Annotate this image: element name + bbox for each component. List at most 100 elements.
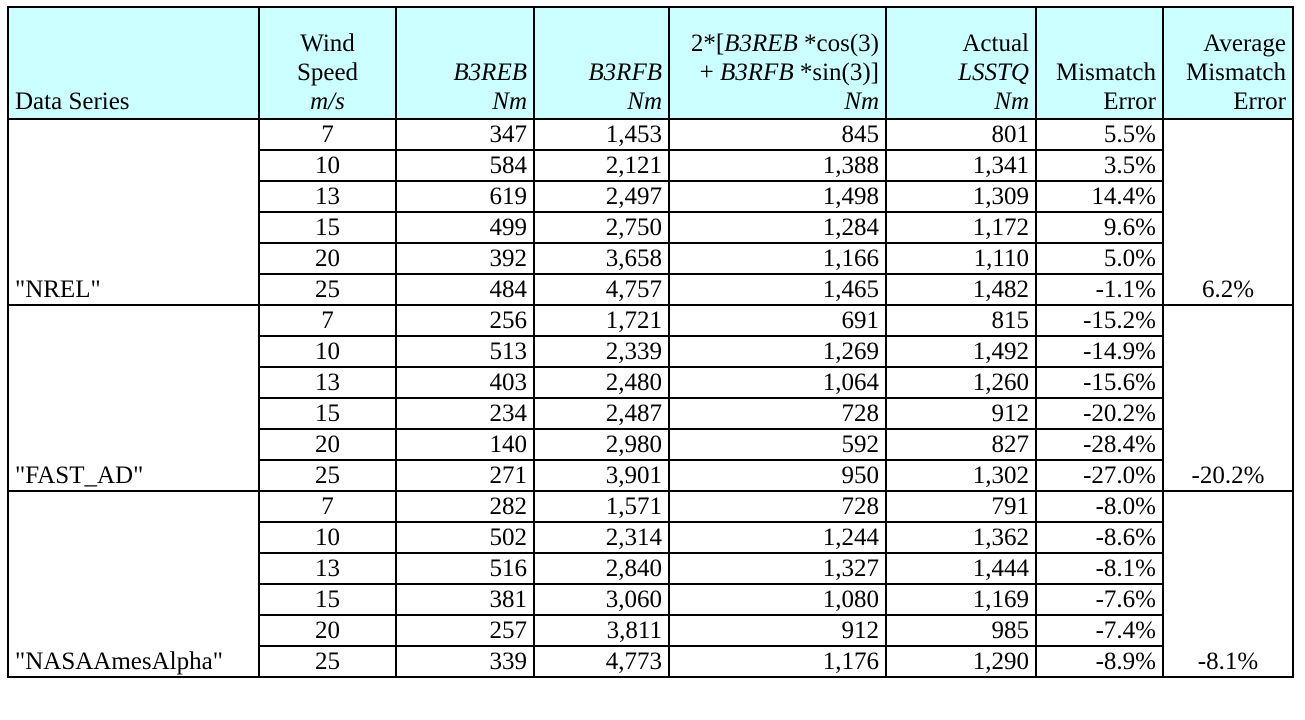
column-header-formula: 2*[B3REB *cos(3) + B3RFB *sin(3)] Nm xyxy=(668,6,887,120)
cell-wind-speed: 25 xyxy=(258,645,397,678)
column-header-average-mismatch-error: Average Mismatch Error xyxy=(1162,6,1294,120)
column-header-b3rfb: B3RFB Nm xyxy=(533,6,670,120)
cell-b3rfb: 2,497 xyxy=(533,180,670,213)
cell-actual-lsstq: 1,302 xyxy=(885,459,1037,492)
cell-formula-result: 691 xyxy=(668,304,887,337)
cell-average-mismatch-error: 6.2% xyxy=(1162,118,1294,306)
cell-b3rfb: 2,980 xyxy=(533,428,670,461)
cell-mismatch-error: 3.5% xyxy=(1035,149,1164,182)
cell-actual-lsstq: 1,482 xyxy=(885,273,1037,306)
cell-wind-speed: 13 xyxy=(258,366,397,399)
cell-wind-speed: 10 xyxy=(258,335,397,368)
cell-wind-speed: 10 xyxy=(258,149,397,182)
cell-mismatch-error: -28.4% xyxy=(1035,428,1164,461)
cell-mismatch-error: -1.1% xyxy=(1035,273,1164,306)
cell-actual-lsstq: 1,260 xyxy=(885,366,1037,399)
cell-actual-lsstq: 985 xyxy=(885,614,1037,647)
cell-mismatch-error: 14.4% xyxy=(1035,180,1164,213)
cell-formula-result: 728 xyxy=(668,397,887,430)
cell-b3rfb: 2,487 xyxy=(533,397,670,430)
cell-wind-speed: 7 xyxy=(258,304,397,337)
cell-actual-lsstq: 1,444 xyxy=(885,552,1037,585)
cell-b3rfb: 3,901 xyxy=(533,459,670,492)
cell-wind-speed: 25 xyxy=(258,273,397,306)
table-row: 10 513 2,339 1,269 1,492 -14.9% xyxy=(8,335,1293,368)
cell-mismatch-error: 9.6% xyxy=(1035,211,1164,244)
cell-mismatch-error: 5.5% xyxy=(1035,118,1164,151)
cell-actual-lsstq: 1,110 xyxy=(885,242,1037,275)
cell-b3reb: 584 xyxy=(395,149,535,182)
column-header-data-series: Data Series xyxy=(7,6,260,120)
cell-b3rfb: 3,811 xyxy=(533,614,670,647)
cell-b3reb: 347 xyxy=(395,118,535,151)
table-row: 10 502 2,314 1,244 1,362 -8.6% xyxy=(8,521,1293,554)
cell-formula-result: 1,244 xyxy=(668,521,887,554)
cell-actual-lsstq: 1,169 xyxy=(885,583,1037,616)
cell-wind-speed: 13 xyxy=(258,180,397,213)
cell-mismatch-error: -15.6% xyxy=(1035,366,1164,399)
cell-mismatch-error: -8.6% xyxy=(1035,521,1164,554)
cell-b3reb: 271 xyxy=(395,459,535,492)
cell-mismatch-error: -8.1% xyxy=(1035,552,1164,585)
cell-formula-result: 950 xyxy=(668,459,887,492)
cell-wind-speed: 15 xyxy=(258,211,397,244)
cell-b3rfb: 2,121 xyxy=(533,149,670,182)
table-row: 15 381 3,060 1,080 1,169 -7.6% xyxy=(8,583,1293,616)
cell-wind-speed: 20 xyxy=(258,614,397,647)
cell-formula-result: 1,284 xyxy=(668,211,887,244)
cell-actual-lsstq: 912 xyxy=(885,397,1037,430)
cell-wind-speed: 20 xyxy=(258,242,397,275)
cell-formula-result: 912 xyxy=(668,614,887,647)
comparison-table: Data Series Wind Speed m/s B3REB Nm B3RFB Nm 2*[… xyxy=(7,6,1294,678)
table-row: "NASAAmesAlpha" 7 282 1,571 728 791 -8.0% -8.1% xyxy=(7,490,1294,678)
cell-mismatch-error: -14.9% xyxy=(1035,335,1164,368)
cell-b3rfb: 3,060 xyxy=(533,583,670,616)
table-row: 25 271 3,901 950 1,302 -27.0% xyxy=(8,459,1293,492)
column-header-actual-lsstq: Actual LSSTQ Nm xyxy=(885,6,1037,120)
cell-b3rfb: 2,750 xyxy=(533,211,670,244)
cell-mismatch-error: -8.9% xyxy=(1035,645,1164,678)
cell-b3rfb: 3,658 xyxy=(533,242,670,275)
table-row: 15 499 2,750 1,284 1,172 9.6% xyxy=(8,211,1293,244)
cell-b3reb: 392 xyxy=(395,242,535,275)
cell-b3reb: 339 xyxy=(395,645,535,678)
cell-wind-speed: 7 xyxy=(258,490,397,523)
cell-average-mismatch-error: -20.2% xyxy=(1162,304,1294,492)
table-row: 10 584 2,121 1,388 1,341 3.5% xyxy=(8,149,1293,182)
cell-b3reb: 257 xyxy=(395,614,535,647)
cell-formula-result: 1,166 xyxy=(668,242,887,275)
cell-formula-result: 1,327 xyxy=(668,552,887,585)
cell-mismatch-error: -7.6% xyxy=(1035,583,1164,616)
cell-b3rfb: 1,571 xyxy=(533,490,670,523)
cell-actual-lsstq: 1,309 xyxy=(885,180,1037,213)
cell-b3reb: 282 xyxy=(395,490,535,523)
cell-actual-lsstq: 1,172 xyxy=(885,211,1037,244)
cell-wind-speed: 15 xyxy=(258,397,397,430)
cell-formula-result: 1,080 xyxy=(668,583,887,616)
cell-formula-result: 592 xyxy=(668,428,887,461)
spreadsheet-table-container: Data Series Wind Speed m/s B3REB Nm B3RFB Nm 2*[… xyxy=(7,6,1294,678)
cell-formula-result: 1,498 xyxy=(668,180,887,213)
cell-b3reb: 140 xyxy=(395,428,535,461)
cell-b3reb: 502 xyxy=(395,521,535,554)
cell-mismatch-error: -8.0% xyxy=(1035,490,1164,523)
cell-actual-lsstq: 827 xyxy=(885,428,1037,461)
cell-b3rfb: 2,339 xyxy=(533,335,670,368)
cell-mismatch-error: -15.2% xyxy=(1035,304,1164,337)
cell-wind-speed: 20 xyxy=(258,428,397,461)
cell-b3rfb: 4,757 xyxy=(533,273,670,306)
cell-b3reb: 484 xyxy=(395,273,535,306)
cell-actual-lsstq: 815 xyxy=(885,304,1037,337)
cell-actual-lsstq: 1,492 xyxy=(885,335,1037,368)
cell-actual-lsstq: 791 xyxy=(885,490,1037,523)
cell-formula-result: 728 xyxy=(668,490,887,523)
table-row: "FAST_AD" 7 256 1,721 691 815 -15.2% -20.2% xyxy=(7,304,1294,492)
cell-formula-result: 1,465 xyxy=(668,273,887,306)
data-series-label: "NREL" xyxy=(7,118,260,306)
table-row: 15 234 2,487 728 912 -20.2% xyxy=(8,397,1293,430)
table-row: 13 403 2,480 1,064 1,260 -15.6% xyxy=(8,366,1293,399)
cell-actual-lsstq: 1,341 xyxy=(885,149,1037,182)
cell-formula-result: 1,176 xyxy=(668,645,887,678)
cell-b3reb: 256 xyxy=(395,304,535,337)
table-header-row: Data Series Wind Speed m/s B3REB Nm B3RFB Nm 2*[… xyxy=(7,6,1294,120)
